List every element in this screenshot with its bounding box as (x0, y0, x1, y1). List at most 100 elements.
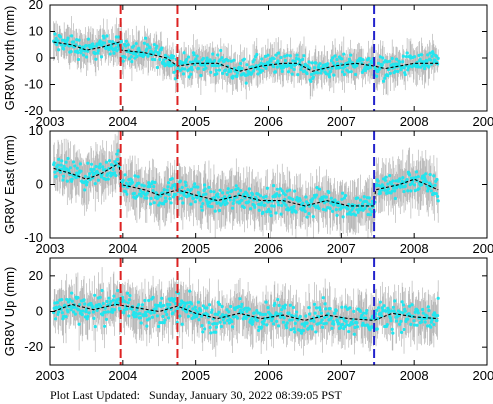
data-point (363, 206, 367, 211)
data-point (193, 182, 197, 186)
y-tick-label: 20 (29, 268, 43, 283)
data-point (419, 53, 424, 57)
data-point (121, 295, 125, 299)
data-point (388, 59, 392, 63)
data-point (293, 59, 297, 63)
data-point (124, 39, 128, 43)
data-point (193, 200, 197, 204)
data-point (333, 54, 337, 58)
data-point (77, 38, 81, 42)
data-point (414, 175, 418, 180)
data-point (54, 174, 58, 179)
data-point (101, 313, 105, 317)
data-point (145, 196, 149, 200)
data-point (153, 49, 158, 53)
data-point (253, 205, 257, 209)
data-point (125, 192, 129, 196)
data-point (199, 197, 203, 201)
data-point (100, 43, 104, 47)
data-point (347, 329, 351, 334)
data-point (54, 36, 58, 41)
data-point (187, 304, 191, 309)
data-point (405, 51, 409, 55)
data-point (421, 307, 425, 312)
data-point (58, 35, 63, 39)
error-bars (53, 131, 439, 238)
east-panel: 2003 2004 2005 2006 2007 2008 2009 -10 0 10 GR8V E… (2, 123, 493, 256)
data-point (230, 206, 235, 210)
data-point (176, 66, 180, 71)
data-point (135, 308, 139, 312)
data-point (299, 68, 303, 72)
data-point (323, 302, 327, 306)
data-point (173, 193, 178, 197)
plot-footer: Plot Last Updated: Sunday, January 30, 2… (50, 388, 342, 403)
data-point (205, 199, 209, 203)
data-point (260, 325, 264, 329)
data-point (312, 302, 317, 306)
data-point (195, 196, 199, 200)
data-point (391, 305, 396, 309)
data-point (93, 293, 97, 297)
data-point (102, 36, 106, 40)
data-point (60, 167, 64, 171)
data-point (390, 309, 394, 313)
data-point (355, 321, 359, 325)
data-point (298, 314, 302, 319)
data-point (172, 70, 176, 75)
data-point (406, 189, 410, 193)
data-point (106, 310, 110, 314)
x-tick-label: 2008 (400, 241, 429, 256)
data-point (60, 43, 64, 47)
data-point (247, 307, 251, 311)
data-point (79, 48, 84, 53)
data-point (329, 58, 333, 63)
y-tick-label: -20 (24, 339, 43, 354)
data-point (188, 289, 192, 293)
data-point (409, 322, 413, 326)
up-panel: 2003 2004 2005 2006 2007 2008 2009 -20 0 20 GR8V U… (2, 257, 493, 383)
data-point (88, 178, 92, 182)
data-point (181, 61, 185, 65)
data-point (273, 301, 277, 306)
data-point (386, 74, 390, 78)
data-point (228, 198, 232, 202)
data-point (83, 49, 87, 53)
data-point (61, 314, 66, 318)
data-point (127, 57, 132, 61)
data-point (260, 201, 264, 205)
data-point (71, 40, 76, 44)
data-point (435, 318, 439, 323)
data-point (173, 77, 178, 81)
data-point (370, 210, 374, 214)
data-point (180, 67, 184, 71)
x-tick-label: 2008 (400, 114, 429, 129)
data-point (201, 330, 205, 334)
data-point (70, 177, 74, 181)
data-point (386, 187, 391, 191)
data-point (184, 57, 189, 62)
data-point (265, 323, 269, 327)
data-point (378, 55, 383, 59)
data-point (380, 314, 384, 318)
data-point (195, 313, 199, 317)
data-point (391, 62, 396, 66)
data-point (273, 194, 278, 198)
data-point (99, 55, 104, 59)
x-tick-label: 2008 (400, 368, 429, 383)
data-point (240, 302, 244, 306)
data-point (94, 303, 99, 307)
data-point (158, 201, 162, 205)
data-point (410, 303, 414, 307)
data-point (385, 60, 389, 64)
data-point (78, 162, 82, 166)
data-point (58, 170, 63, 174)
data-point (307, 60, 311, 64)
data-point (435, 194, 440, 199)
data-point (280, 203, 284, 208)
data-point (145, 324, 149, 328)
data-point (366, 212, 370, 217)
data-point (209, 70, 213, 74)
data-point (348, 306, 352, 310)
data-point (139, 194, 143, 198)
